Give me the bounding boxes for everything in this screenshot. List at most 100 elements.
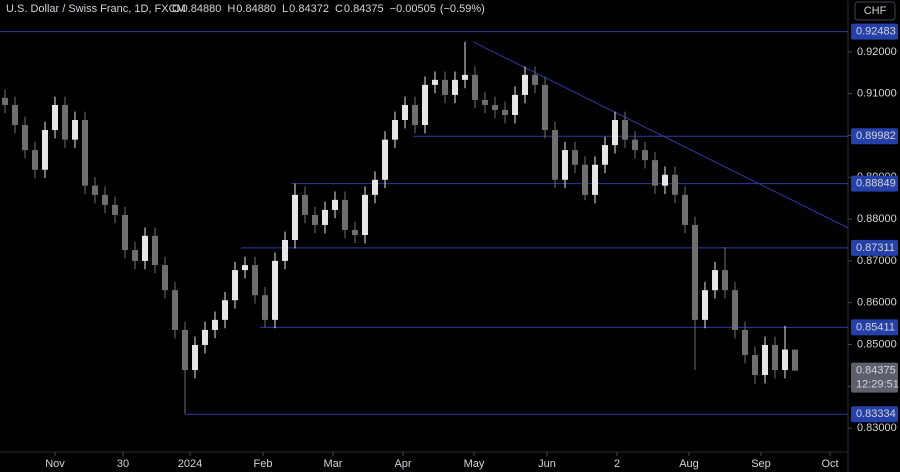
x-tick-label: 30	[117, 458, 129, 470]
y-tick-label: 0.83000	[857, 422, 897, 434]
candle-body	[482, 99, 488, 105]
y-tick-label: 0.91000	[857, 88, 897, 100]
last-price: 0.84375	[856, 365, 896, 377]
candle-body	[192, 344, 198, 371]
candle-body	[72, 120, 78, 140]
y-tick-label: 0.86000	[857, 297, 897, 309]
level-label-box	[851, 23, 898, 40]
candle-body	[422, 84, 428, 126]
level-label: 0.88849	[856, 178, 896, 190]
candle-body	[402, 104, 408, 121]
candle-body	[682, 194, 688, 225]
candle-body	[362, 194, 368, 235]
candle-body	[672, 174, 678, 195]
candle-body	[372, 179, 378, 195]
x-tick-label: Nov	[45, 458, 65, 470]
level-label-box	[851, 319, 898, 336]
candle-body	[82, 120, 88, 186]
candle-body	[12, 104, 18, 126]
x-tick-label: Apr	[394, 458, 411, 470]
candle-body	[712, 270, 718, 291]
candle-body	[442, 79, 448, 95]
candle-body	[722, 270, 728, 291]
candle-body	[612, 120, 618, 146]
currency-button[interactable]	[854, 1, 896, 21]
candle-body	[152, 235, 158, 266]
candle-body	[62, 104, 68, 140]
candle-body	[492, 104, 498, 110]
currency[interactable]: CHF	[864, 5, 887, 17]
plot	[0, 31, 849, 415]
candle-body	[742, 329, 748, 355]
level-label: 0.83334	[856, 408, 896, 420]
candle-body	[232, 270, 238, 301]
candle-body	[792, 349, 798, 371]
x-tick-label: Mar	[324, 458, 343, 470]
x-tick-label: Feb	[254, 458, 273, 470]
last-price-box	[851, 362, 898, 393]
level-label-box	[851, 128, 898, 145]
candle-body	[222, 300, 228, 320]
candle-body	[622, 120, 628, 140]
candle-body	[772, 344, 778, 371]
level-label: 0.85411	[856, 321, 895, 333]
x-tick-label: Aug	[679, 458, 699, 470]
chart-title: U.S. Dollar / Swiss Franc, 1D, FXCM	[6, 3, 186, 15]
candle-body	[572, 150, 578, 165]
candle-body	[252, 265, 258, 296]
ohlc-key: C	[335, 3, 343, 15]
level-label-box	[851, 406, 898, 423]
x-tick-label: May	[464, 458, 485, 470]
candle-body	[282, 240, 288, 261]
candle-body	[472, 74, 478, 100]
candle-body	[762, 344, 768, 376]
candle-body	[392, 120, 398, 140]
header: U.S. Dollar / Swiss Franc, 1D, FXCM O 0.8…	[6, 3, 485, 15]
candle-body	[32, 150, 38, 170]
change-pct: (−0.59%)	[440, 3, 485, 15]
candle-body	[542, 84, 548, 131]
candle-body	[782, 349, 788, 371]
level-label-box	[851, 239, 898, 256]
candle-body	[692, 224, 698, 320]
candle-body	[262, 295, 268, 320]
candle-body	[132, 250, 138, 261]
candle-body	[702, 290, 708, 320]
y-tick-label: 0.92000	[857, 46, 897, 58]
candle-body	[462, 74, 468, 80]
candle-body	[602, 145, 608, 165]
ohlc-value: 0.84375	[344, 3, 384, 15]
candle-body	[142, 235, 148, 261]
candle-body	[452, 79, 458, 95]
candle-body	[632, 139, 638, 151]
ohlc-key: O	[172, 3, 181, 15]
candle-body	[752, 354, 758, 376]
candle-body	[92, 185, 98, 195]
level-label: 0.89982	[856, 130, 896, 142]
candle-body	[312, 214, 318, 225]
candle-body	[292, 194, 298, 241]
candle-body	[42, 130, 48, 170]
candle-body	[322, 209, 328, 225]
candle-body	[52, 104, 58, 131]
candle-body	[582, 164, 588, 195]
candle-body	[2, 97, 8, 105]
x-tick-label: Jun	[538, 458, 556, 470]
ohlc-value: 0.84880	[236, 3, 276, 15]
candle-body	[562, 150, 568, 180]
candle-body	[22, 125, 28, 151]
candle-body	[512, 94, 518, 115]
candle-body	[522, 74, 528, 95]
change: −0.00505	[390, 3, 436, 15]
candle-body	[122, 214, 128, 251]
candle-body	[552, 130, 558, 180]
candle-body	[332, 199, 338, 210]
candle-body	[412, 104, 418, 126]
level-label: 0.92483	[856, 26, 896, 38]
ohlc-key: L	[282, 3, 288, 15]
candle-body	[212, 319, 218, 330]
candle-body	[352, 229, 358, 235]
candle-body	[272, 260, 278, 320]
countdown: 12:29:51	[856, 379, 899, 391]
level-label: 0.87311	[856, 242, 895, 254]
